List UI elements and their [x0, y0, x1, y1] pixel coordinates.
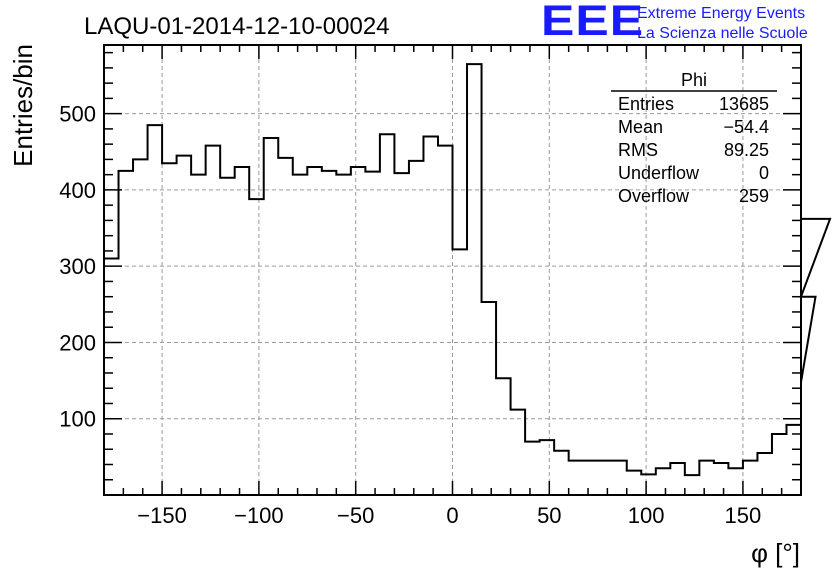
tick-labels: −150 −100 −50 0 50 100 150 100 200 300 400 500 [59, 102, 761, 528]
y-tick-label: 400 [59, 178, 96, 203]
stats-row-value: 89.25 [724, 140, 769, 160]
stats-row-value: −54.4 [723, 117, 769, 137]
logo-caption-line-1: Extreme Energy Events [637, 5, 806, 22]
chart-title: LAQU-01-2014-12-10-00024 [84, 13, 390, 40]
stats-row-label: RMS [618, 140, 658, 160]
eee-logo: EEE [541, 0, 645, 45]
x-tick-label: −100 [234, 503, 284, 528]
x-tick-label: 100 [628, 503, 665, 528]
x-axis-label: φ [°] [751, 538, 800, 568]
stats-box-title: Phi [681, 70, 707, 90]
stats-row-value: 259 [739, 186, 769, 206]
y-tick-label: 200 [59, 330, 96, 355]
logo-caption-line-2: La Scienza nelle Scuole [637, 25, 808, 42]
stats-row-value: 13685 [719, 94, 769, 114]
stats-row-label: Overflow [618, 186, 690, 206]
y-tick-label: 300 [59, 254, 96, 279]
stats-row-value: 0 [759, 163, 769, 183]
y-tick-label: 500 [59, 102, 96, 127]
x-tick-label: 0 [446, 503, 458, 528]
axis-ticks [103, 45, 802, 495]
y-tick-label: 100 [59, 407, 96, 432]
x-tick-label: 50 [537, 503, 561, 528]
stats-box: Phi Entries 13685 Mean −54.4 RMS 89.25 Underfl… [611, 70, 777, 206]
x-tick-label: −50 [337, 503, 374, 528]
histogram-line [103, 63, 832, 495]
histogram-series [103, 63, 832, 495]
x-tick-label: 150 [725, 503, 762, 528]
stats-row-label: Underflow [618, 163, 700, 183]
stats-row-label: Entries [618, 94, 674, 114]
stats-row-label: Mean [618, 117, 663, 137]
grid-lines [104, 45, 801, 495]
y-axis-label: Entries/bin [8, 44, 38, 167]
x-tick-label: −150 [137, 503, 187, 528]
eee-logo-caption: Extreme Energy Events La Scienza nelle S… [637, 4, 808, 44]
